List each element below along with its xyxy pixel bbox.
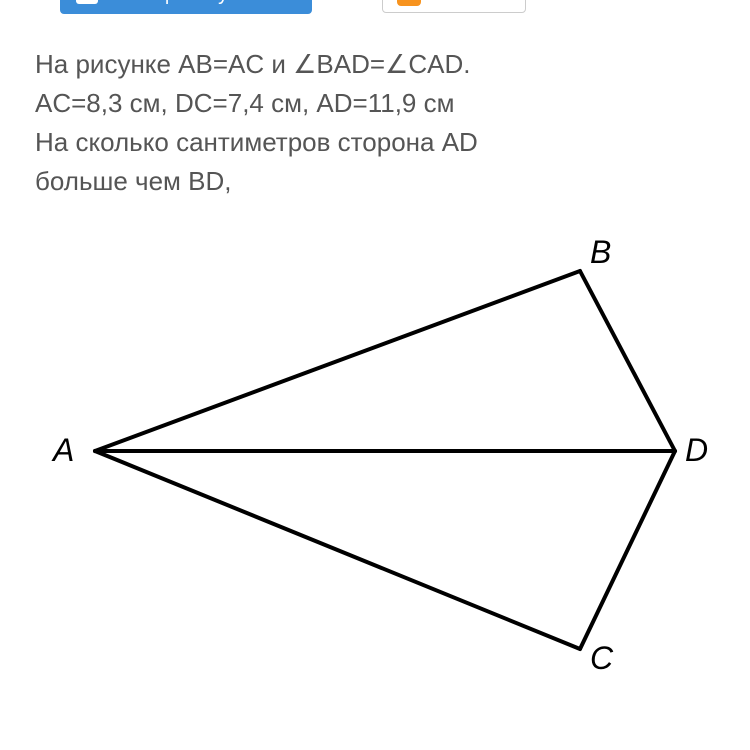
problem-line-2: AC=8,3 см, DC=7,4 см, AD=11,9 см (35, 84, 715, 123)
vertex-label-B: B (590, 234, 611, 270)
score-label: баллы: 1 (429, 0, 511, 6)
vertex-label-D: D (685, 432, 708, 468)
message-teacher-button[interactable]: сообщение учителю (60, 0, 312, 14)
geometry-diagram: A B C D (35, 231, 715, 671)
message-button-label: сообщение учителю (108, 0, 296, 6)
problem-line-1: На рисунке AB=AC и ∠BAD=∠CAD. (35, 45, 715, 84)
problem-line-4: больше чем BD, (35, 162, 715, 201)
header-button-row: сообщение учителю S баллы: 1 (0, 0, 750, 15)
diagram-container: A B C D (0, 211, 750, 691)
chat-icon (76, 0, 98, 4)
vertex-label-C: C (590, 640, 614, 671)
score-button[interactable]: S баллы: 1 (382, 0, 526, 13)
edge-AC (95, 451, 580, 649)
problem-statement: На рисунке AB=AC и ∠BAD=∠CAD. AC=8,3 см,… (0, 15, 750, 211)
edge-BD (580, 271, 675, 451)
edge-AB (95, 271, 580, 451)
score-icon: S (397, 0, 421, 6)
vertex-label-A: A (51, 432, 74, 468)
problem-line-3: На сколько сантиметров сторона AD (35, 123, 715, 162)
edge-CD (580, 451, 675, 649)
